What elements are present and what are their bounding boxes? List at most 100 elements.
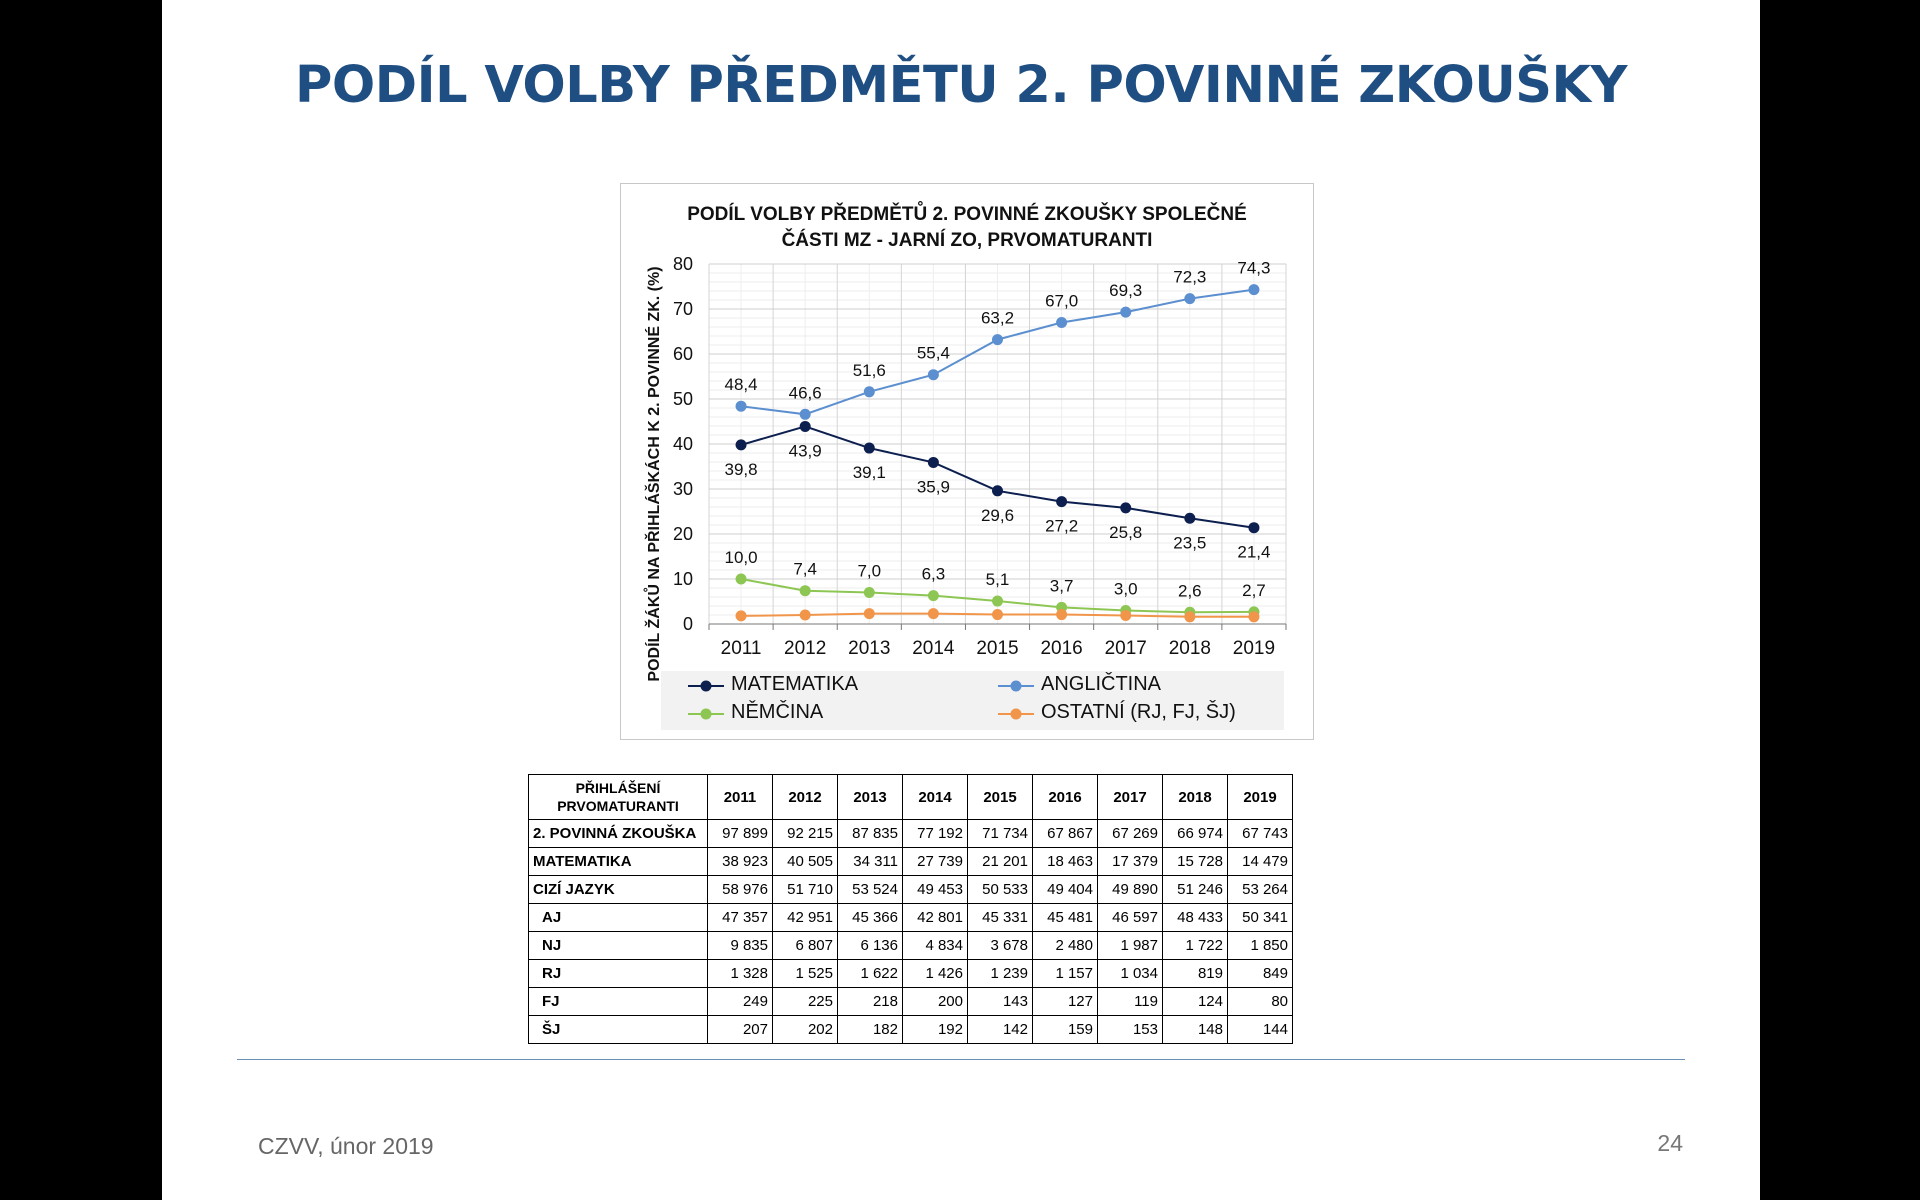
data-point	[927, 590, 939, 602]
legend-label-ostatni: OSTATNÍ (RJ, FJ, ŠJ)	[1041, 701, 1236, 723]
table-cell: 45 481	[1032, 903, 1098, 932]
x-tick-label: 2013	[848, 638, 890, 659]
table-cell: 15 728	[1162, 847, 1228, 876]
table-cell: 2 480	[1032, 931, 1098, 960]
table-cell: 1 426	[902, 959, 968, 988]
table-body: 2. POVINNÁ ZKOUŠKA 97 899 92 215 87 835 77 1…	[528, 819, 1293, 1044]
data-label: 2,6	[1178, 581, 1202, 600]
data-label: 55,4	[917, 344, 950, 363]
table-cell: 1 850	[1227, 931, 1293, 960]
table-cell: 49 453	[902, 875, 968, 904]
data-label: 43,9	[789, 441, 822, 460]
data-label: 72,3	[1173, 268, 1206, 287]
y-axis-label: PODÍL ŽÁKŮ NA PŘIHLÁŠKÁCH K 2. POVINNÉ Z…	[643, 266, 663, 681]
table-row-label: FJ	[528, 987, 708, 1016]
data-point	[799, 408, 811, 420]
table-cell: 182	[837, 1015, 903, 1044]
table-cell: 49 890	[1097, 875, 1163, 904]
legend-marker	[700, 708, 712, 720]
legend-marker	[1010, 680, 1022, 692]
data-point	[1184, 512, 1196, 524]
data-label: 2,7	[1242, 581, 1266, 600]
legend-marker	[700, 680, 712, 692]
data-point	[1056, 609, 1068, 621]
data-label: 3,7	[1050, 576, 1074, 595]
table-row: AJ 47 357 42 951 45 366 42 801 45 331 45 481 46…	[528, 903, 1293, 932]
line-chart: 0 10 20 30 40 50 60 70 80 2011 2012 2013 2014 2015 201…	[620, 183, 1314, 740]
table-cell: 18 463	[1032, 847, 1098, 876]
data-point	[1056, 317, 1068, 328]
data-point	[799, 420, 811, 432]
data-label: 25,8	[1109, 523, 1142, 542]
y-tick-label: 30	[673, 479, 693, 499]
table-cell: 153	[1097, 1015, 1163, 1044]
year-header: 2012	[772, 774, 838, 820]
data-label: 7,0	[857, 562, 881, 581]
y-tick-label: 50	[673, 389, 693, 409]
chart-title-line-1: PODÍL VOLBY PŘEDMĚTŮ 2. POVINNÉ ZKOUŠKY …	[687, 204, 1247, 225]
table-cell: 849	[1227, 959, 1293, 988]
data-label: 46,6	[789, 383, 822, 402]
table-row-label: AJ	[528, 903, 708, 932]
x-tick-label: 2018	[1169, 638, 1211, 659]
table-row: FJ 249 225 218 200 143 127 119 124 80	[528, 987, 1293, 1016]
table-cell: 34 311	[837, 847, 903, 876]
table-cell: 192	[902, 1015, 968, 1044]
x-tick-label: 2019	[1233, 638, 1275, 659]
table-row: RJ 1 328 1 525 1 622 1 426 1 239 1 157 1 034 819…	[528, 959, 1293, 988]
table-cell: 58 976	[707, 875, 773, 904]
table-cell: 6 136	[837, 931, 903, 960]
legend-label-nemcina: NĚMČINA	[731, 701, 824, 723]
x-tick-label: 2011	[721, 638, 762, 659]
data-point	[735, 573, 747, 585]
data-label: 7,4	[793, 560, 817, 579]
table-row-label: CIZÍ JAZYK	[528, 875, 708, 904]
table-cell: 202	[772, 1015, 838, 1044]
data-point	[992, 334, 1003, 346]
table-header-label: PŘIHLÁŠENÍ PRVOMATURANTI	[528, 774, 708, 820]
data-point	[1248, 611, 1260, 623]
data-label: 3,0	[1114, 580, 1138, 599]
table-cell: 143	[967, 987, 1033, 1016]
table-cell: 42 951	[772, 903, 838, 932]
table-cell: 1 622	[837, 959, 903, 988]
table-cell: 1 239	[967, 959, 1033, 988]
data-point	[799, 609, 811, 621]
data-label: 6,3	[922, 565, 946, 584]
data-point	[863, 587, 875, 598]
data-point	[863, 442, 875, 454]
year-header: 2015	[967, 774, 1033, 820]
y-tick-label: 40	[673, 434, 693, 454]
data-label: 27,2	[1045, 517, 1078, 536]
header-label-line-2: PRVOMATURANTI	[557, 798, 679, 814]
table-cell: 45 331	[967, 903, 1033, 932]
data-point	[1248, 522, 1260, 534]
table-cell: 87 835	[837, 819, 903, 848]
table-cell: 80	[1227, 987, 1293, 1016]
table-cell: 51 710	[772, 875, 838, 904]
table-cell: 51 246	[1162, 875, 1228, 904]
table-cell: 1 722	[1162, 931, 1228, 960]
data-point	[863, 608, 875, 620]
data-label: 21,4	[1237, 543, 1270, 562]
data-table: PŘIHLÁŠENÍ PRVOMATURANTI 2011 2012 2013 …	[528, 774, 1293, 1044]
y-tick-label: 60	[673, 344, 693, 364]
y-tick-label: 80	[673, 254, 693, 274]
table-cell: 1 987	[1097, 931, 1163, 960]
data-label: 10,0	[725, 548, 758, 567]
table-cell: 142	[967, 1015, 1033, 1044]
data-point	[799, 585, 811, 597]
slide-title: PODÍL VOLBY PŘEDMĚTU 2. POVINNÉ ZKOUŠKY	[295, 56, 1627, 115]
year-header: 2016	[1032, 774, 1098, 820]
data-point	[1120, 306, 1132, 318]
table-row: CIZÍ JAZYK 58 976 51 710 53 524 49 453 50 533…	[528, 875, 1293, 904]
x-tick-label: 2016	[1040, 638, 1082, 659]
table-cell: 1 157	[1032, 959, 1098, 988]
data-label: 39,8	[725, 460, 758, 479]
table-row-label: 2. POVINNÁ ZKOUŠKA	[528, 819, 708, 848]
chart-plot: 0 10 20 30 40 50 60 70 80 2011 2012 2013 2014 2015 201…	[643, 254, 1287, 720]
table-cell: 14 479	[1227, 847, 1293, 876]
data-point	[1056, 496, 1068, 508]
data-point	[735, 400, 747, 412]
table-cell: 144	[1227, 1015, 1293, 1044]
